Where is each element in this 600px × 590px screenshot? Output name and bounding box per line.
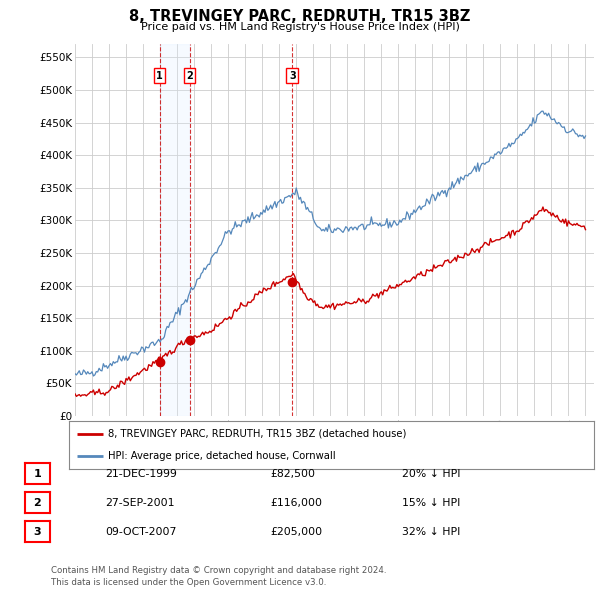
Text: £116,000: £116,000: [270, 498, 322, 507]
Text: 3: 3: [34, 527, 41, 536]
Text: 8, TREVINGEY PARC, REDRUTH, TR15 3BZ (detached house): 8, TREVINGEY PARC, REDRUTH, TR15 3BZ (de…: [109, 429, 407, 439]
Text: 09-OCT-2007: 09-OCT-2007: [105, 527, 176, 536]
Text: 2: 2: [34, 498, 41, 507]
Text: 15% ↓ HPI: 15% ↓ HPI: [402, 498, 460, 507]
Text: HPI: Average price, detached house, Cornwall: HPI: Average price, detached house, Corn…: [109, 451, 336, 461]
Text: 3: 3: [289, 71, 296, 81]
Text: 32% ↓ HPI: 32% ↓ HPI: [402, 527, 460, 536]
Text: 20% ↓ HPI: 20% ↓ HPI: [402, 469, 461, 478]
Text: 27-SEP-2001: 27-SEP-2001: [105, 498, 175, 507]
Text: £205,000: £205,000: [270, 527, 322, 536]
Text: 1: 1: [34, 469, 41, 478]
Text: Contains HM Land Registry data © Crown copyright and database right 2024.
This d: Contains HM Land Registry data © Crown c…: [51, 566, 386, 587]
Text: 21-DEC-1999: 21-DEC-1999: [105, 469, 177, 478]
Text: £82,500: £82,500: [270, 469, 315, 478]
Text: 2: 2: [187, 71, 193, 81]
Text: 8, TREVINGEY PARC, REDRUTH, TR15 3BZ: 8, TREVINGEY PARC, REDRUTH, TR15 3BZ: [130, 9, 470, 24]
Bar: [160, 44, 190, 416]
Text: 1: 1: [156, 71, 163, 81]
Text: Price paid vs. HM Land Registry's House Price Index (HPI): Price paid vs. HM Land Registry's House …: [140, 22, 460, 32]
